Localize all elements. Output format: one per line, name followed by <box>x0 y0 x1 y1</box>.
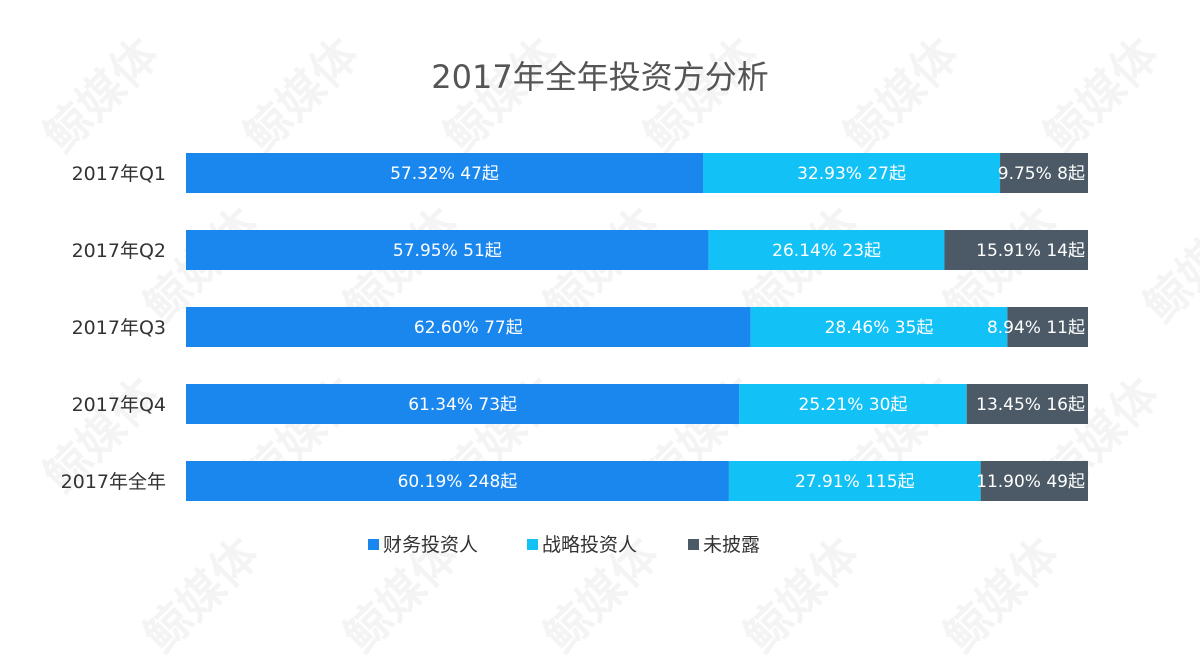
category-label: 2017年Q4 <box>72 394 166 416</box>
category-label: 2017年Q3 <box>72 317 166 339</box>
bar-segment <box>739 384 967 424</box>
data-label: 27.91% 115起 <box>795 472 915 492</box>
legend-swatch <box>527 539 538 550</box>
data-label: 32.93% 27起 <box>797 164 906 184</box>
data-label: 57.32% 47起 <box>390 164 499 184</box>
data-label: 61.34% 73起 <box>408 395 517 415</box>
bar-segment <box>944 230 1088 270</box>
bar-segment <box>186 230 709 270</box>
bar-segment <box>703 153 1001 193</box>
legend-swatch <box>688 539 699 550</box>
bar-segment <box>1000 153 1088 193</box>
bar-rows: 2017年Q1 57.32% 47起 32.93% 27起 9.75% 8起 2017年… <box>61 153 1088 501</box>
bar-segment <box>1007 307 1088 347</box>
category-label: 2017年Q2 <box>72 240 166 262</box>
data-label: 8.94% 11起 <box>987 318 1085 338</box>
bar-segment <box>750 307 1008 347</box>
data-label: 26.14% 23起 <box>772 241 881 261</box>
data-label: 60.19% 248起 <box>398 472 518 492</box>
bar-segment <box>186 153 704 193</box>
data-label: 28.46% 35起 <box>825 318 934 338</box>
bar-segment <box>186 307 751 347</box>
data-label: 9.75% 8起 <box>998 164 1085 184</box>
bar-segment <box>708 230 945 270</box>
legend-label: 未披露 <box>703 534 760 556</box>
data-label: 57.95% 51起 <box>393 241 502 261</box>
bar-segment <box>186 384 740 424</box>
legend-swatch <box>368 539 379 550</box>
bar-segment <box>728 461 981 501</box>
bar-segment <box>980 461 1088 501</box>
data-label: 25.21% 30起 <box>799 395 908 415</box>
data-label: 11.90% 49起 <box>976 472 1085 492</box>
data-label: 13.45% 16起 <box>976 395 1085 415</box>
legend: 财务投资人 战略投资人 未披露 <box>368 534 760 556</box>
bar-segment <box>186 461 729 501</box>
bar-segment <box>966 384 1088 424</box>
legend-label: 战略投资人 <box>542 534 637 556</box>
data-label: 62.60% 77起 <box>414 318 523 338</box>
data-label: 15.91% 14起 <box>976 241 1085 261</box>
chart-title: 2017年全年投资方分析 <box>431 58 768 96</box>
chart: 2017年全年投资方分析 2017年Q1 57.32% 47起 32.93% 27起… <box>61 58 1088 556</box>
category-label: 2017年全年 <box>61 471 166 493</box>
category-label: 2017年Q1 <box>72 163 166 185</box>
legend-label: 财务投资人 <box>383 534 478 556</box>
